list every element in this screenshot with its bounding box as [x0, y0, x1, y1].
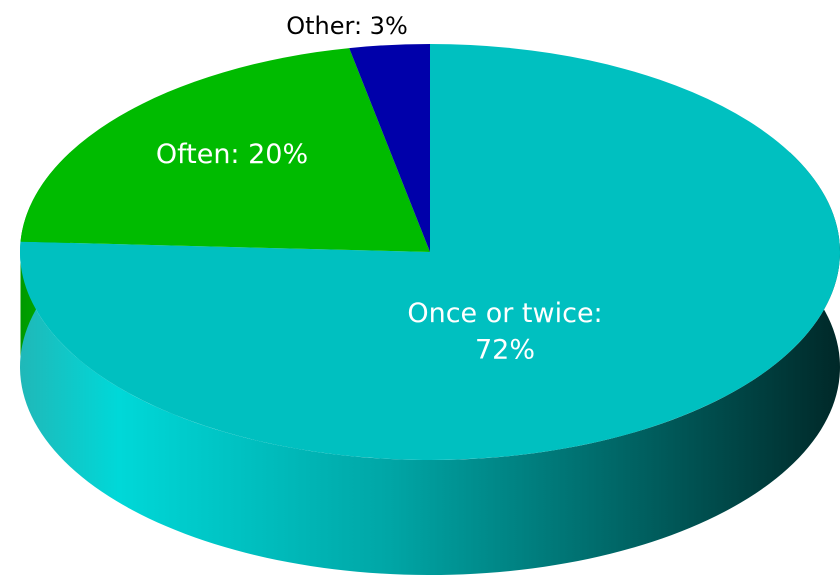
slice-label-line: Once or twice: — [407, 298, 602, 329]
slice-once-or-twice — [19, 44, 840, 460]
slice-label-once-or-twice: Once or twice: 72% — [407, 298, 602, 365]
slice-side-once-or-twice — [20, 152, 840, 575]
slice-label-line: 72% — [475, 334, 535, 365]
slice-label-often: Often: 20% — [156, 139, 308, 170]
pie-labels-layer: Once or twice: 72% Often: 20% Other: 3% — [156, 12, 603, 365]
slice-label-other: Other: 3% — [286, 12, 408, 40]
slice-label-line: Other: 3% — [286, 12, 408, 40]
slice-often — [20, 48, 431, 253]
slice-label-line: Often: 20% — [156, 139, 308, 170]
pie-top-layer — [19, 44, 840, 460]
slice-other — [349, 44, 430, 252]
